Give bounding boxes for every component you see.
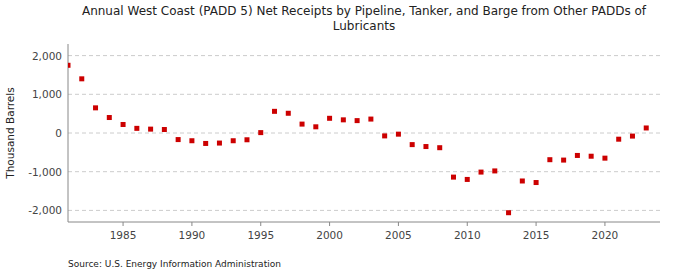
point <box>561 158 566 163</box>
point <box>451 175 456 180</box>
point <box>602 156 607 161</box>
point <box>616 137 621 142</box>
y-axis <box>68 44 69 222</box>
point <box>589 154 594 159</box>
grid-line <box>68 133 660 134</box>
point <box>68 63 71 68</box>
point <box>217 141 222 146</box>
y-tick-label: -1,000 <box>28 166 62 178</box>
x-tick-label: 2020 <box>592 229 619 241</box>
x-tick <box>123 222 124 226</box>
point <box>520 178 525 183</box>
point <box>134 126 139 131</box>
point <box>396 132 401 137</box>
x-tick <box>329 222 330 226</box>
x-tick-label: 1990 <box>179 229 206 241</box>
point <box>355 118 360 123</box>
source-note: Source: U.S. Energy Information Administ… <box>68 259 281 269</box>
point <box>189 138 194 143</box>
x-tick <box>398 222 399 226</box>
point <box>410 142 415 147</box>
point <box>327 116 332 121</box>
x-tick-label: 2015 <box>523 229 550 241</box>
x-tick <box>191 222 192 226</box>
x-tick <box>536 222 537 226</box>
point <box>465 177 470 182</box>
point <box>506 210 511 215</box>
point <box>244 137 249 142</box>
chart: Annual West Coast (PADD 5) Net Receipts … <box>0 0 675 275</box>
grid-line <box>68 210 660 211</box>
point <box>575 153 580 158</box>
x-axis <box>68 222 660 223</box>
point <box>286 111 291 116</box>
point <box>492 168 497 173</box>
point <box>547 157 552 162</box>
point <box>107 115 112 120</box>
title: Annual West Coast (PADD 5) Net Receipts … <box>82 4 647 33</box>
point <box>121 122 126 127</box>
x-tick-label: 1995 <box>247 229 274 241</box>
point <box>382 133 387 138</box>
point <box>176 137 181 142</box>
point <box>272 109 277 114</box>
x-tick-label: 2000 <box>316 229 343 241</box>
points <box>68 63 649 215</box>
point <box>437 145 442 150</box>
point <box>341 117 346 122</box>
point <box>148 127 153 132</box>
x-tick <box>260 222 261 226</box>
x-tick-label: 2005 <box>385 229 412 241</box>
point <box>162 127 167 132</box>
y-tick-label: 1,000 <box>32 88 62 100</box>
point <box>313 124 318 129</box>
point <box>258 130 263 135</box>
point <box>479 170 484 175</box>
grid-line <box>68 94 660 95</box>
point <box>231 138 236 143</box>
x-tick <box>467 222 468 226</box>
x-tick-label: 1985 <box>110 229 137 241</box>
y-tick-label: 2,000 <box>32 50 62 62</box>
y-tick-label: -2,000 <box>28 204 62 216</box>
point <box>534 180 539 185</box>
grid-line <box>68 171 660 172</box>
point <box>368 117 373 122</box>
point <box>93 105 98 110</box>
y-tick-label: 0 <box>55 127 62 139</box>
point <box>79 76 84 81</box>
grid-line <box>68 55 660 56</box>
point <box>644 125 649 130</box>
point <box>423 144 428 149</box>
point <box>203 141 208 146</box>
y-axis-label: Thousand Barrels <box>4 87 16 179</box>
x-tick-label: 2010 <box>454 229 481 241</box>
point <box>300 122 305 127</box>
point <box>630 134 635 139</box>
x-tick <box>604 222 605 226</box>
